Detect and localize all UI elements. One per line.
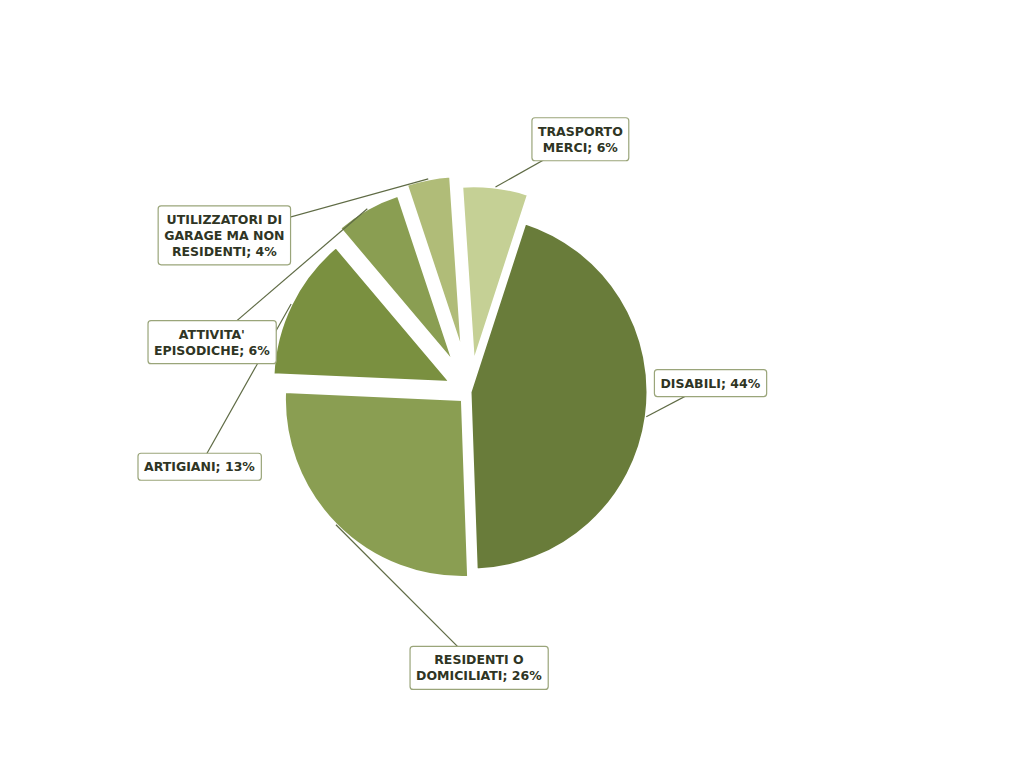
label-box (148, 321, 276, 364)
label: UTILIZZATORI DIGARAGE MA NONRESIDENTI; 4… (158, 206, 290, 265)
pie-slice (406, 176, 462, 354)
slices (273, 176, 648, 578)
label-box (654, 370, 766, 397)
slice-label: ATTIVITA'EPISODICHE; 6% (154, 327, 270, 358)
label-box (138, 453, 261, 480)
label-box (410, 646, 548, 689)
slice-label: RESIDENTI ODOMICILIATI; 26% (416, 652, 542, 683)
slice-label: UTILIZZATORI DIGARAGE MA NONRESIDENTI; 4… (164, 212, 284, 259)
label: RESIDENTI ODOMICILIATI; 26% (410, 646, 548, 689)
label-box (532, 118, 629, 161)
slice-label: ARTIGIANI; 13% (144, 459, 255, 474)
pie-slice (462, 186, 529, 364)
label: ARTIGIANI; 13% (138, 453, 261, 480)
label-box (158, 206, 290, 265)
labels: DISABILI; 44% RESIDENTI ODOMICILIATI; 26%… (138, 118, 767, 690)
chart: DISABILI; 44% RESIDENTI ODOMICILIATI; 26%… (0, 0, 1024, 784)
label: ATTIVITA'EPISODICHE; 6% (148, 321, 276, 364)
slice-label: TRASPORTOMERCI; 6% (538, 124, 623, 155)
label: TRASPORTOMERCI; 6% (532, 118, 629, 161)
label: DISABILI; 44% (654, 370, 766, 397)
slice-label: DISABILI; 44% (660, 376, 760, 391)
pie-slice (284, 392, 468, 578)
